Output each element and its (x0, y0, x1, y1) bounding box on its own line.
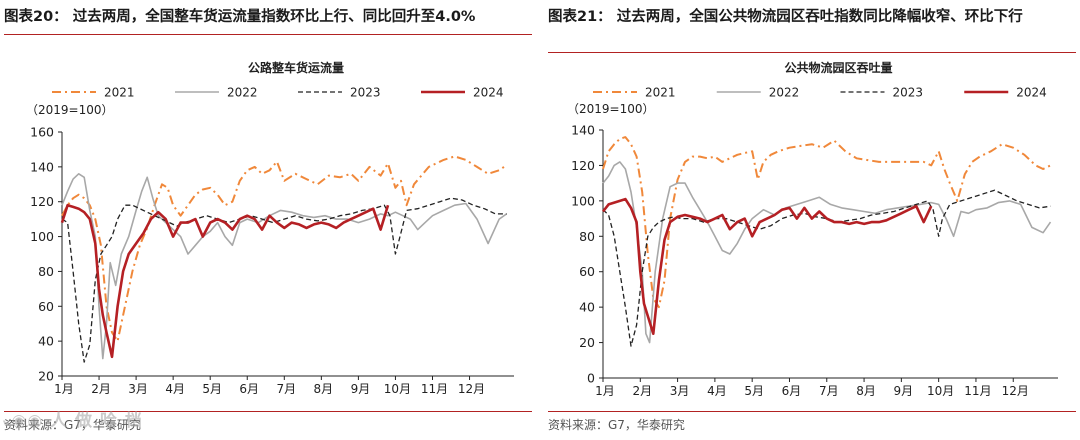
legend-label-2021: 2021 (104, 86, 135, 100)
y-tick-label: 140 (571, 123, 595, 138)
y-tick-label: 120 (571, 158, 595, 173)
y-tick-label: 40 (38, 334, 54, 349)
x-tick-label: 2月 (91, 382, 111, 396)
unit-label: （2019=100） (26, 103, 114, 117)
y-tick-label: 100 (571, 193, 595, 208)
source-divider (4, 411, 532, 412)
y-tick-label: 80 (38, 264, 54, 279)
y-tick-label: 60 (579, 264, 595, 279)
left-chart-panel: 图表20： 过去两周，全国整车货运流量指数环比上行、同比回升至4.0% 公路整车… (4, 0, 534, 440)
x-tick-label: 11月 (421, 382, 448, 396)
figure-title: 图表21： 过去两周，全国公共物流园区吞吐指数同比降幅收窄、环比下行 (548, 9, 1023, 25)
chart-logistics-park-throughput: 公共物流园区吞吐量 2021 2022 2023 2024 （2019=100） 0 20 40… (567, 60, 1058, 398)
x-tick-label: 10月 (384, 382, 411, 396)
x-tick-label: 4月 (165, 382, 185, 396)
x-tick-label: 12月 (458, 382, 485, 396)
legend-label-2023: 2023 (350, 86, 381, 100)
unit-label: （2019=100） (567, 102, 655, 116)
chart-freight-flow: 公路整车货运流量 2021 2022 2023 2024 （2019=100） 20 40 60… (26, 60, 514, 396)
x-tick-label: 10月 (927, 384, 954, 398)
x-tick-label: 2月 (632, 384, 652, 398)
x-tick-label: 8月 (314, 382, 334, 396)
x-tick-label: 3月 (670, 384, 690, 398)
x-tick-label: 6月 (239, 382, 259, 396)
y-tick-label: 20 (38, 369, 54, 384)
legend-label-2024: 2024 (1016, 86, 1047, 100)
x-tick-label: 9月 (351, 382, 371, 396)
x-tick-label: 9月 (894, 384, 914, 398)
x-tick-label: 8月 (856, 384, 876, 398)
series-line-2022 (602, 161, 1052, 344)
series-line-2023 (602, 189, 1051, 347)
x-tick-label: 6月 (782, 384, 802, 398)
x-tick-label: 7月 (276, 382, 296, 396)
y-tick-label: 20 (579, 335, 595, 350)
source-divider (548, 411, 1076, 412)
chart-title: 公共物流园区吞吐量 (784, 60, 892, 75)
source-note: 资料来源：G7，华泰研究 (4, 418, 141, 432)
source-note: 资料来源：G7，华泰研究 (548, 418, 685, 432)
y-tick-label: 40 (579, 300, 595, 315)
title-divider (4, 34, 532, 35)
watermark-logo: ᵥ◉◉ 人 做 哈 档 (2, 411, 143, 431)
y-tick-label: 100 (30, 229, 54, 244)
legend-label-2022: 2022 (769, 86, 800, 100)
series-line-2022 (61, 173, 508, 360)
x-tick-label: 11月 (964, 384, 991, 398)
series-line-2021 (61, 155, 508, 343)
x-tick-label: 1月 (54, 382, 74, 396)
series-line-2024 (60, 203, 390, 359)
figure-title: 图表20： 过去两周，全国整车货运流量指数环比上行、同比回升至4.0% (4, 9, 476, 25)
legend-label-2023: 2023 (893, 86, 924, 100)
y-tick-label: 80 (579, 229, 595, 244)
legend-label-2022: 2022 (227, 86, 258, 100)
series-line-2023 (61, 197, 507, 363)
x-tick-label: 5月 (202, 382, 222, 396)
right-chart-panel: 图表21： 过去两周，全国公共物流园区吞吐指数同比降幅收窄、环比下行 公共物流园… (548, 0, 1078, 440)
chart-title: 公路整车货运流量 (248, 60, 344, 75)
y-tick-label: 160 (30, 125, 54, 140)
series-line-2024 (601, 197, 933, 335)
x-tick-label: 5月 (744, 384, 764, 398)
x-tick-label: 3月 (128, 382, 148, 396)
y-tick-label: 140 (30, 159, 54, 174)
x-tick-label: 4月 (707, 384, 727, 398)
x-tick-label: 12月 (1002, 384, 1029, 398)
legend-label-2024: 2024 (473, 86, 504, 100)
y-tick-label: 0 (587, 371, 595, 386)
legend-label-2021: 2021 (645, 86, 676, 100)
y-tick-label: 120 (30, 194, 54, 209)
title-divider (548, 52, 1076, 53)
y-tick-label: 60 (38, 299, 54, 314)
x-tick-label: 7月 (819, 384, 839, 398)
x-tick-label: 1月 (595, 384, 615, 398)
